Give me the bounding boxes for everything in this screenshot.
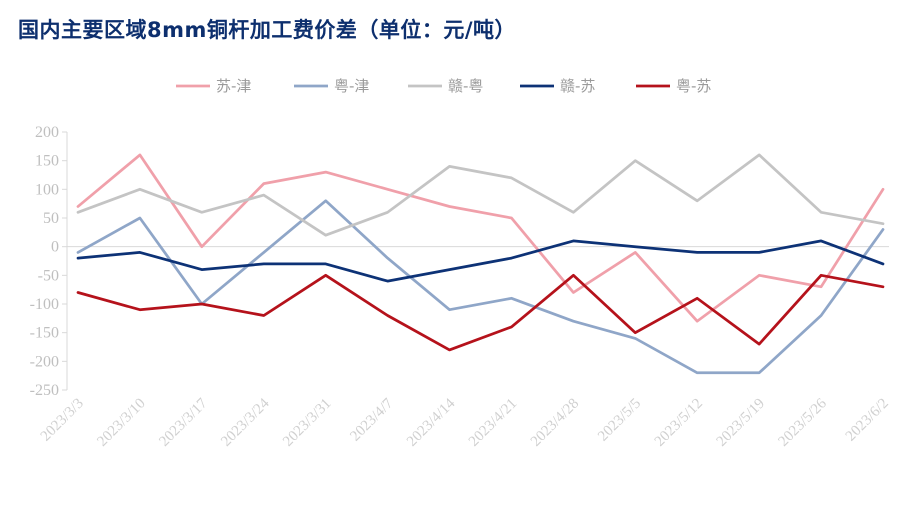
series-line-5: [76, 273, 885, 352]
x-tick-label: 2023/3/17: [156, 395, 211, 450]
x-tick-label: 2023/4/28: [528, 396, 582, 450]
chart-title: 国内主要区域8mm铜杆加工费价差（单位：元/吨）: [18, 18, 517, 42]
legend-label: 赣-苏: [560, 77, 595, 95]
x-tick-label: 2023/3/31: [280, 396, 334, 450]
legend-label: 赣-粤: [448, 77, 483, 95]
series-line-4: [76, 239, 885, 283]
y-tick-label: 200: [35, 124, 59, 141]
x-tick-label: 2023/5/5: [595, 396, 644, 445]
x-tick-label: 2023/3/24: [218, 395, 273, 450]
y-tick-label: 50: [43, 210, 59, 227]
series-line-2: [76, 199, 885, 375]
y-tick-label: -250: [30, 382, 59, 399]
x-tick-label: 2023/3/10: [94, 396, 148, 450]
series-line-3: [76, 153, 885, 237]
x-tick-label: 2023/6/2: [843, 396, 892, 445]
y-tick-label: 100: [35, 181, 59, 198]
x-tick-label: 2023/5/19: [714, 396, 768, 450]
y-tick-label: -50: [38, 267, 59, 284]
x-tick-label: 2023/4/21: [466, 396, 520, 450]
y-axis: 200 150 100 50 0 -50 -100 -150 -200 -250: [30, 124, 68, 399]
legend: 苏-津 粤-津 赣-粤 赣-苏 粤-苏: [176, 77, 711, 95]
x-tick-label: 2023/5/12: [652, 396, 706, 450]
legend-label: 苏-津: [216, 77, 251, 95]
x-tick-label: 2023/5/26: [776, 395, 831, 450]
series-line-1: [76, 153, 885, 323]
x-tick-label: 2023/4/14: [404, 395, 459, 450]
y-tick-label: 150: [35, 153, 59, 170]
y-tick-label: -200: [30, 353, 59, 370]
x-tick-label: 2023/4/7: [347, 395, 396, 444]
series-lines: [76, 153, 885, 375]
y-tick-label: -150: [30, 325, 59, 342]
legend-label: 粤-津: [334, 77, 369, 95]
x-tick-label: 2023/3/3: [38, 396, 87, 445]
legend-label: 粤-苏: [676, 77, 711, 95]
y-tick-label: -100: [30, 296, 59, 313]
y-tick-label: 0: [51, 239, 59, 256]
